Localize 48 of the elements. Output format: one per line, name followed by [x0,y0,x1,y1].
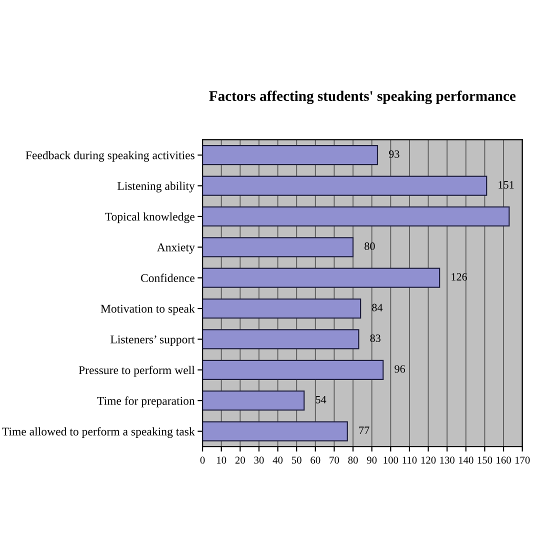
data-label: 93 [388,150,400,158]
y-tick-label: Motivation to speak [100,304,195,316]
bar [202,421,348,442]
data-label: 126 [452,273,468,281]
bar [202,329,360,350]
y-tick-label: Time for preparation [97,396,195,408]
data-label: 80 [364,242,375,250]
bar [202,390,305,411]
bar [202,145,378,166]
y-tick-label: Listeners’ support [110,335,195,346]
x-tick-label: 0 [200,456,205,464]
x-tick-label: 100 [384,456,398,464]
data-label: 54 [316,396,326,404]
data-label: 83 [370,334,380,342]
x-tick-label: 150 [478,456,492,464]
x-tick-label: 10 [217,456,226,464]
y-tick-label: Anxiety [156,243,195,254]
x-tick-label: 140 [459,456,474,464]
data-label: 96 [394,365,406,373]
bar [202,360,384,380]
y-tick-label: Pressure to perform well [78,366,195,377]
y-tick-label: Feedback during speaking activities [26,150,194,162]
y-tick-label: Confidence [140,274,194,282]
x-tick-label: 60 [310,456,320,464]
x-tick-label: 120 [421,456,436,464]
x-tick-label: 20 [235,456,245,464]
x-tick-label: 50 [292,456,302,464]
y-tick-label: Time allowed to perform a speaking task [2,427,195,438]
y-tick-label: Listening ability [118,182,195,192]
y-tick-label: Topical knowledge [105,212,194,224]
chart-title: Factors affecting students' speaking performance [209,90,516,104]
bar [202,237,354,258]
x-tick-label: 110 [402,456,417,464]
x-tick-label: 90 [366,456,377,464]
data-label: 77 [359,426,370,434]
x-tick-label: 160 [496,456,511,464]
bar [202,298,362,319]
x-tick-label: 70 [330,456,340,464]
data-label: 151 [498,181,514,189]
data-label: 84 [372,304,383,312]
x-tick-label: 130 [440,456,455,464]
bar [202,268,440,288]
x-tick-label: 170 [515,456,530,464]
x-tick-label: 30 [254,456,264,464]
bar [202,176,488,196]
x-tick-label: 40 [272,456,283,464]
x-tick-label: 80 [348,456,358,464]
bar [202,206,510,227]
